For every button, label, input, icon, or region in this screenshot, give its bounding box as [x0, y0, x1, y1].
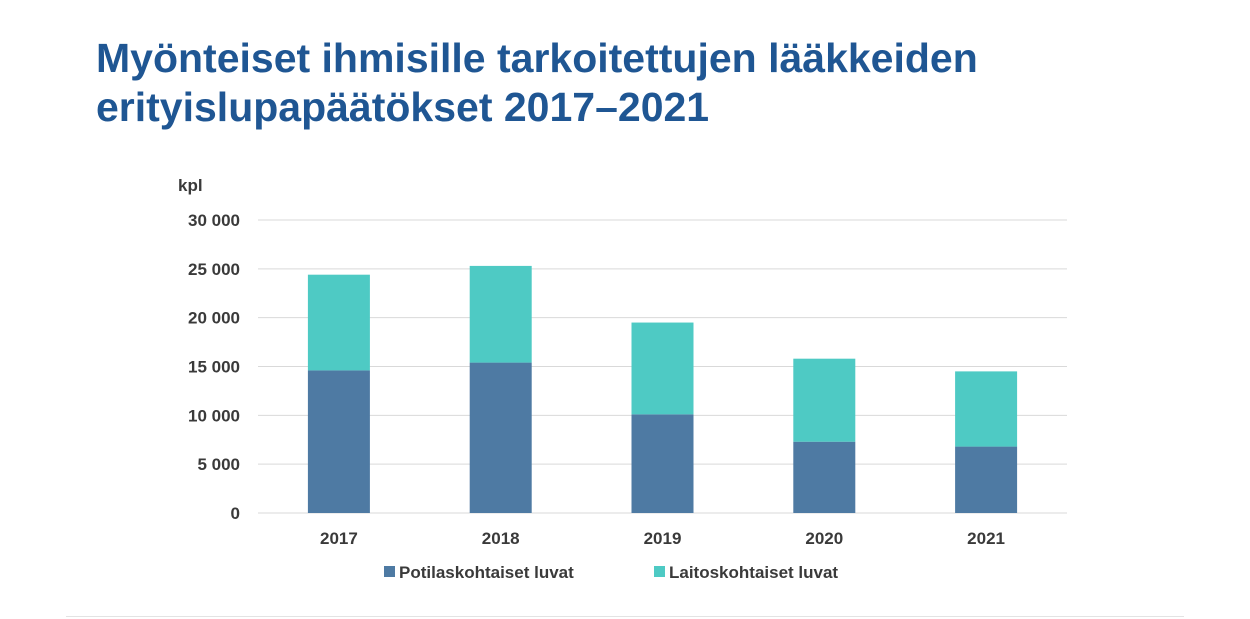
stacked-bar-chart: 0 5 000 10 000 15 000 20 000 25 000 30 000 201…	[178, 176, 1067, 582]
x-category-label: 2020	[805, 529, 843, 548]
x-category-label: 2019	[644, 529, 682, 548]
bar-segment	[631, 414, 694, 513]
bar-segment	[631, 322, 694, 415]
bar-segment	[955, 446, 1018, 513]
y-tick-label: 0	[231, 504, 240, 523]
x-category-label: 2018	[482, 529, 520, 548]
legend-swatch	[654, 566, 665, 577]
bar-segment	[955, 371, 1018, 447]
y-tick-label: 15 000	[188, 358, 240, 377]
y-axis-ticks: 0 5 000 10 000 15 000 20 000 25 000 30 000	[188, 211, 240, 523]
x-axis-categories: 2017 2018 2019 2020 2021	[320, 529, 1005, 548]
y-tick-label: 5 000	[197, 455, 240, 474]
bar-segment	[793, 441, 856, 513]
legend-label: Potilaskohtaiset luvat	[399, 563, 574, 582]
bar-segment	[307, 274, 370, 371]
y-tick-label: 20 000	[188, 309, 240, 328]
y-tick-label: 10 000	[188, 406, 240, 425]
y-tick-label: 25 000	[188, 260, 240, 279]
legend-swatch	[384, 566, 395, 577]
bar-segment	[793, 358, 856, 442]
legend-label: Laitoskohtaiset luvat	[669, 563, 838, 582]
bar-segment	[469, 362, 532, 513]
y-tick-label: 30 000	[188, 211, 240, 230]
bar-segment	[307, 370, 370, 513]
footer-divider	[66, 616, 1184, 617]
bars	[307, 265, 1018, 513]
bar-segment	[469, 265, 532, 363]
legend: Potilaskohtaiset luvat Laitoskohtaiset lu…	[384, 563, 838, 582]
title-line-2: erityislupapäätökset 2017–2021	[96, 84, 710, 130]
x-category-label: 2021	[967, 529, 1005, 548]
y-axis-unit-label: kpl	[178, 176, 203, 195]
title-line-1: Myönteiset ihmisille tarkoitettujen lääk…	[96, 35, 978, 81]
chart-title: Myönteiset ihmisille tarkoitettujen lääk…	[96, 34, 1196, 132]
x-category-label: 2017	[320, 529, 358, 548]
